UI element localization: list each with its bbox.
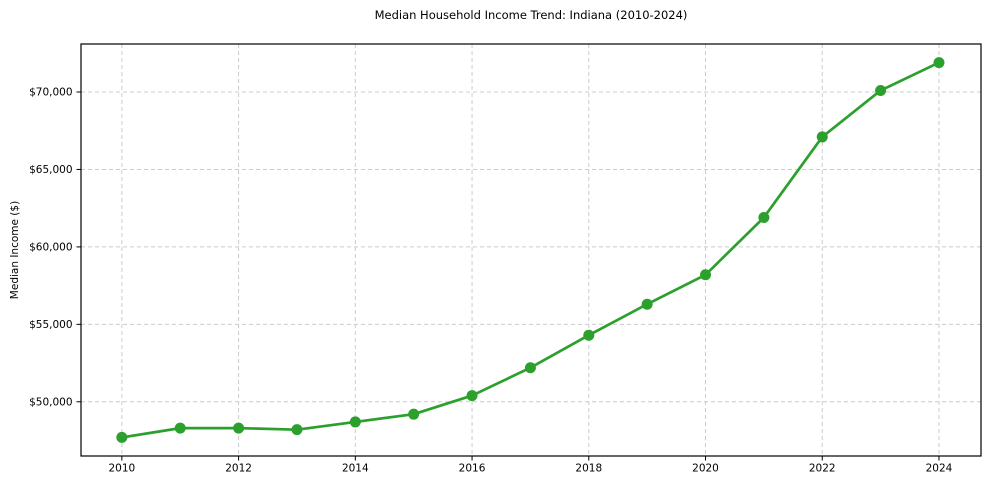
data-point — [816, 131, 828, 143]
x-tick-label: 2016 — [459, 463, 486, 475]
x-tick-label: 2014 — [342, 463, 369, 475]
x-tick-label: 2020 — [692, 463, 719, 475]
x-tick-label: 2010 — [108, 463, 135, 475]
x-tick-label: 2022 — [809, 463, 836, 475]
x-tick-label: 2018 — [575, 463, 602, 475]
data-point — [233, 422, 245, 434]
y-tick-label: $55,000 — [29, 319, 72, 331]
data-point — [408, 408, 420, 420]
y-tick-label: $60,000 — [29, 241, 72, 253]
plot-background — [81, 44, 981, 456]
data-point — [933, 57, 945, 69]
plot-border — [80, 43, 982, 457]
x-tick-label: 2012 — [225, 463, 252, 475]
data-point — [116, 431, 128, 443]
data-point — [174, 422, 186, 434]
data-point — [875, 84, 887, 96]
x-tick-label: 2024 — [926, 463, 953, 475]
data-point — [583, 329, 595, 341]
data-point — [641, 298, 653, 310]
data-point — [758, 211, 770, 223]
data-point — [349, 416, 361, 428]
y-tick-label: $70,000 — [29, 87, 72, 99]
y-tick-label: $50,000 — [29, 396, 72, 408]
data-point — [291, 424, 303, 436]
data-point — [466, 390, 478, 402]
data-point — [700, 269, 712, 281]
chart-title: Median Household Income Trend: Indiana (… — [374, 8, 688, 22]
data-point — [524, 362, 536, 374]
y-tick-label: $65,000 — [29, 164, 72, 176]
